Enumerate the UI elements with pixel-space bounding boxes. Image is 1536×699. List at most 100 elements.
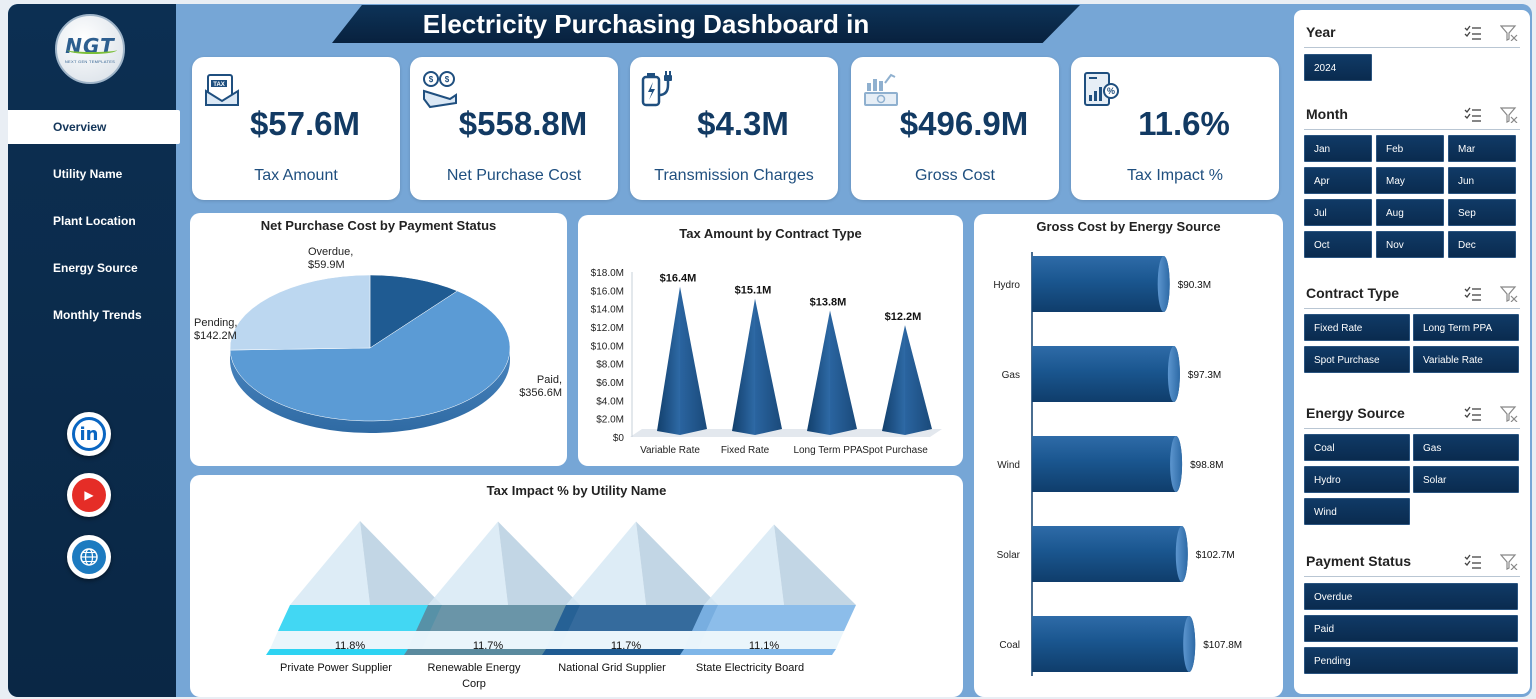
slicer-button-energy-source-wind[interactable]: Wind (1304, 498, 1410, 525)
kpi-label: Gross Cost (914, 167, 995, 184)
data-label-gas: $97.3M (1188, 370, 1221, 381)
title-banner: Electricity Purchasing Dashboard in (332, 5, 1080, 43)
pie-label-overdue: Overdue, (308, 246, 353, 258)
kpi-card-gross-cost: $496.9M Gross Cost (851, 57, 1059, 200)
y-tick-label-wind: Wind (997, 460, 1020, 471)
slicer-button-month-may[interactable]: May (1376, 167, 1444, 194)
data-label-wind: $98.8M (1190, 460, 1223, 471)
pyramid-bar-right-long-term-ppa (830, 310, 857, 435)
kpi-value: 11.6% (1138, 105, 1230, 142)
nav-item-plant-location[interactable]: Plant Location (53, 214, 136, 228)
linkedin-icon-text: in (79, 423, 99, 445)
pyramid-foot-state-electricity-board (680, 649, 836, 655)
clear-filter-icon[interactable] (1500, 406, 1518, 422)
multi-select-icon[interactable] (1464, 286, 1482, 302)
multi-select-icon[interactable] (1464, 107, 1482, 123)
website-button[interactable] (67, 535, 111, 579)
slicer-button-energy-source-hydro[interactable]: Hydro (1304, 466, 1410, 493)
kpi-label: Net Purchase Cost (446, 167, 582, 184)
kpi-card-net-purchase-cost: $ $ $558.8M Net Purchase Cost (410, 57, 618, 200)
multi-select-icon[interactable] (1464, 25, 1482, 41)
pyramid-face-left-national-grid-supplier (566, 521, 646, 605)
pie-label-paid: Paid, (537, 374, 562, 386)
slicer-button-month-oct[interactable]: Oct (1304, 231, 1372, 258)
slicer-button-month-jun[interactable]: Jun (1448, 167, 1516, 194)
linkedin-button[interactable]: in (67, 412, 111, 456)
nav-item-overview[interactable]: Overview (8, 110, 180, 144)
logo: NGT NEXT GEN TEMPLATES (55, 14, 125, 84)
slicer-button-month-nov[interactable]: Nov (1376, 231, 1444, 258)
slicer-button-year-2024[interactable]: 2024 (1304, 54, 1372, 81)
slicer-button-month-dec[interactable]: Dec (1448, 231, 1516, 258)
slicer-button-payment-status-overdue[interactable]: Overdue (1304, 583, 1518, 610)
clear-filter-icon[interactable] (1500, 107, 1518, 123)
kpi-label: Tax Impact % (1126, 167, 1224, 184)
linkedin-icon: in (72, 417, 106, 451)
slicer-button-contract-type-long-term-ppa[interactable]: Long Term PPA (1413, 314, 1519, 341)
cylinder-bar-coal (1032, 616, 1196, 672)
clear-filter-icon[interactable] (1500, 286, 1518, 302)
clear-filter-icon[interactable] (1500, 554, 1518, 570)
slicer-button-payment-status-pending[interactable]: Pending (1304, 647, 1518, 674)
energy-source-chart-panel: Gross Cost by Energy Source Hydro $90.3M G… (974, 214, 1283, 697)
energy-source-chart: Hydro $90.3M Gas $97.3M Wind $98.8M Solar $102.… (993, 252, 1242, 676)
x-tick-label-long-term-ppa: Long Term PPA (793, 445, 862, 456)
data-label-renewable-energy-corp: 11.7% (473, 640, 504, 652)
pyramid-band-state-electricity-board (692, 605, 856, 631)
nav-item-energy-source[interactable]: Energy Source (53, 261, 138, 275)
cylinder-bar-wind (1032, 436, 1183, 492)
nav-item-monthly-trends[interactable]: Monthly Trends (53, 308, 142, 322)
data-label-solar: $102.7M (1196, 550, 1235, 561)
slicer-button-contract-type-variable-rate[interactable]: Variable Rate (1413, 346, 1519, 373)
slicer-title-contract-type: Contract Type (1306, 285, 1400, 301)
report-percent-icon: % (1084, 72, 1119, 106)
slicer-button-month-jan[interactable]: Jan (1304, 135, 1372, 162)
slicer-button-energy-source-coal[interactable]: Coal (1304, 434, 1410, 461)
slicer-button-contract-type-spot-purchase[interactable]: Spot Purchase (1304, 346, 1410, 373)
globe-icon-graphic (80, 548, 98, 566)
kpi-value: $57.6M (249, 105, 361, 142)
slicer-divider (1304, 47, 1520, 48)
chart-title: Net Purchase Cost by Payment Status (260, 218, 497, 233)
pie-chart: Overdue,$59.9M Pending,$142.2M Paid,$356.6… (194, 246, 562, 433)
slicer-toolbar (1464, 406, 1518, 422)
slicer-button-month-apr[interactable]: Apr (1304, 167, 1372, 194)
cylinder-cap-wind (1170, 436, 1183, 492)
slicer-button-month-feb[interactable]: Feb (1376, 135, 1444, 162)
kpi-card-tax-amount: TAX $57.6M Tax Amount (192, 57, 400, 200)
youtube-button[interactable]: ▶ (67, 473, 111, 517)
data-label-coal: $107.8M (1203, 640, 1242, 651)
pyramid-bar-right-spot-purchase (905, 325, 932, 435)
pyramid-foot-renewable-energy-corp (404, 649, 560, 655)
slicer-button-month-sep[interactable]: Sep (1448, 199, 1516, 226)
slicer-divider (1304, 576, 1520, 577)
y-tick-label: $0 (613, 433, 625, 444)
pie-side (230, 348, 510, 433)
pie-value-label-pending: $142.2M (194, 330, 237, 342)
slicer-button-energy-source-gas[interactable]: Gas (1413, 434, 1519, 461)
clear-filter-icon[interactable] (1500, 25, 1518, 41)
cylinder-cap-gas (1167, 346, 1180, 402)
chart-title: Tax Impact % by Utility Name (486, 483, 667, 498)
slicer-button-contract-type-fixed-rate[interactable]: Fixed Rate (1304, 314, 1410, 341)
youtube-icon: ▶ (72, 478, 106, 512)
multi-select-icon[interactable] (1464, 554, 1482, 570)
nav-item-utility-name[interactable]: Utility Name (53, 167, 123, 181)
pyramid-face-right-state-electricity-board (774, 524, 856, 605)
multi-select-icon[interactable] (1464, 406, 1482, 422)
y-tick-label: $16.0M (591, 286, 624, 297)
slicer-button-month-aug[interactable]: Aug (1376, 199, 1444, 226)
slicer-button-payment-status-paid[interactable]: Paid (1304, 615, 1518, 642)
slicer-button-energy-source-solar[interactable]: Solar (1413, 466, 1519, 493)
pyramid-base-private-power-supplier (270, 631, 430, 649)
slicer-title-energy-source: Energy Source (1306, 405, 1405, 421)
slicer-divider (1304, 129, 1520, 130)
data-label-national-grid-supplier: 11.7% (611, 640, 642, 652)
y-tick-label-gas: Gas (1002, 370, 1020, 381)
x-tick-label-variable-rate: Variable Rate (640, 445, 700, 456)
x-tick-label-private-power-supplier: Private Power Supplier (280, 662, 392, 674)
slicer-button-month-jul[interactable]: Jul (1304, 199, 1372, 226)
cylinder-bar-gas (1032, 346, 1180, 402)
slicer-button-month-mar[interactable]: Mar (1448, 135, 1516, 162)
x-tick-label-national-grid-supplier: National Grid Supplier (558, 662, 666, 674)
